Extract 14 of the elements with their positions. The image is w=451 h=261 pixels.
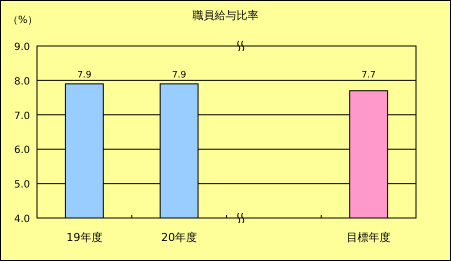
data-label: 7.9 [77, 70, 92, 80]
x-tick-label: 目標年度 [346, 231, 391, 244]
y-axis-title: （%） [8, 15, 38, 26]
y-tick-label: 5.0 [14, 180, 30, 191]
data-label: 7.9 [172, 70, 187, 80]
chart-title: 職員給与比率 [192, 9, 258, 22]
x-tick-label: 19年度 [66, 231, 102, 244]
x-tick-label: 20年度 [161, 231, 198, 244]
y-tick-label: 7.0 [14, 110, 30, 122]
y-tick-label: 8.0 [14, 76, 30, 88]
y-tick-label: 4.0 [14, 214, 30, 225]
y-tick-label: 9.0 [14, 42, 30, 53]
y-tick-label: 6.0 [14, 145, 30, 156]
data-label: 7.7 [361, 70, 376, 80]
